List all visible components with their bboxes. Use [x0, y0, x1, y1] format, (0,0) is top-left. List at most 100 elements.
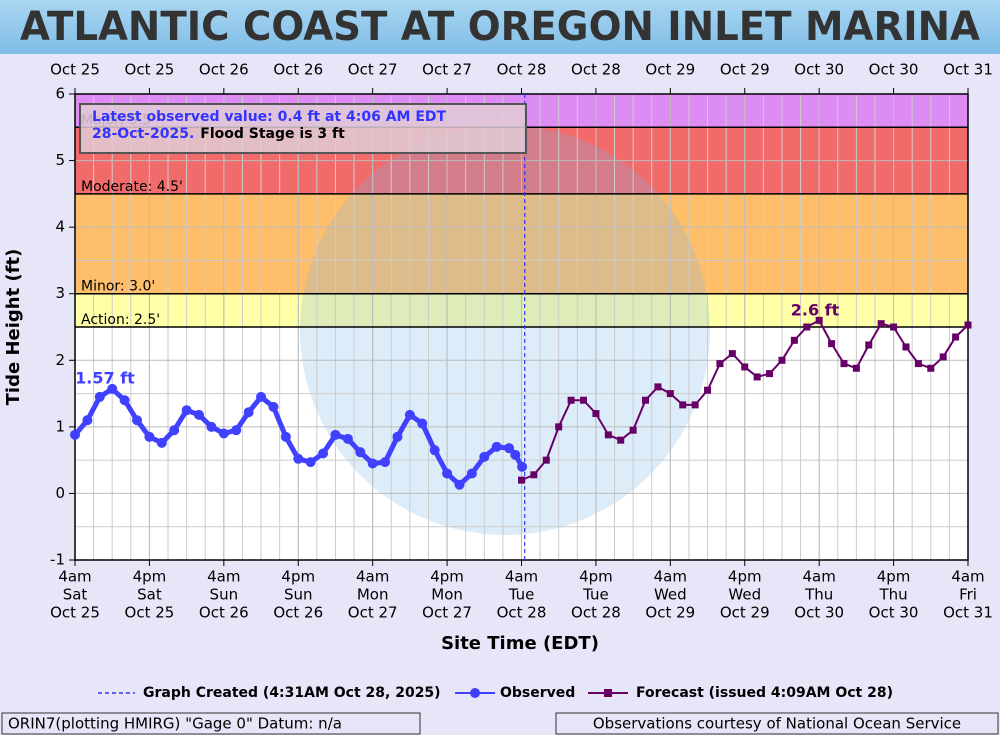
latest-value: Latest observed value: 0.4 ft at 4:06 AM… [92, 109, 447, 125]
footer-left: ORIN7(plotting HMIRG) "Gage 0" Datum: n/… [8, 715, 342, 733]
data-point [404, 409, 415, 420]
data-point [828, 340, 836, 348]
data-point [716, 360, 724, 368]
data-point [604, 431, 612, 439]
data-point [429, 445, 440, 456]
x-tick-label: 4pm [579, 568, 613, 586]
data-point [530, 471, 538, 479]
data-point [877, 320, 885, 328]
data-point [94, 391, 105, 402]
data-point [231, 425, 242, 436]
data-point [654, 383, 662, 391]
x-tick-label: 4am [505, 568, 538, 586]
footer-box [555, 712, 999, 735]
x-tick-date: Oct 25 [125, 604, 175, 622]
data-point [852, 364, 860, 372]
legend-forecast-marker [604, 689, 612, 697]
x-tick-label: 4pm [728, 568, 762, 586]
data-point [417, 418, 428, 429]
x-tick-date: Oct 27 [348, 604, 398, 622]
x-tick-day: Fri [959, 586, 977, 604]
x-tick-date: Oct 30 [794, 604, 844, 622]
data-point [902, 343, 910, 351]
data-point [964, 321, 972, 329]
top-date-label: Oct 31 [943, 61, 993, 79]
data-point [466, 468, 477, 479]
data-point [330, 429, 341, 440]
data-point [342, 433, 353, 444]
data-point [592, 410, 600, 418]
data-point [666, 390, 674, 398]
data-point [380, 457, 391, 468]
top-date-label: Oct 25 [125, 61, 175, 79]
legend-label: Observed [500, 685, 575, 701]
data-point [491, 441, 502, 452]
x-tick-label: 4pm [133, 568, 167, 586]
data-point [510, 449, 521, 460]
data-point [890, 323, 898, 331]
data-point [766, 370, 774, 378]
x-tick-label: 4am [654, 568, 687, 586]
data-point [181, 405, 192, 416]
data-point [927, 364, 935, 372]
x-tick-label: 4am [802, 568, 835, 586]
data-point [617, 436, 625, 444]
x-tick-label: 4am [951, 568, 984, 586]
data-point [206, 421, 217, 432]
annotation: 1.57 ft [75, 369, 135, 388]
footer-box [1, 712, 421, 735]
x-tick-day: Wed [728, 586, 761, 604]
x-tick-label: 4am [356, 568, 389, 586]
data-point [70, 429, 80, 440]
data-point [542, 456, 550, 464]
data-point [504, 443, 515, 454]
legend-observed-marker [470, 688, 480, 698]
y-tick-label: 6 [55, 85, 65, 103]
top-date-label: Oct 29 [645, 61, 695, 79]
x-tick-date: Oct 29 [720, 604, 770, 622]
x-tick-day: Wed [654, 586, 687, 604]
y-tick-label: 1 [55, 417, 65, 435]
x-tick-day: Tue [582, 586, 609, 604]
data-point [580, 396, 588, 404]
data-point [454, 479, 465, 490]
flood-stage-label: Moderate: 4.5' [81, 179, 183, 195]
data-point [280, 431, 291, 442]
data-point [82, 415, 93, 426]
x-tick-day: Sun [210, 586, 239, 604]
x-tick-date: Oct 27 [422, 604, 472, 622]
data-point [392, 431, 403, 442]
data-point [728, 350, 736, 358]
data-point [517, 461, 528, 472]
data-point [790, 336, 798, 344]
data-point [132, 415, 143, 426]
y-tick-label: 0 [55, 484, 65, 502]
latest-box [79, 103, 527, 154]
legend-label: Forecast (issued 4:09AM Oct 28) [636, 685, 893, 701]
y-tick-label: 5 [55, 151, 65, 169]
x-tick-date: Oct 28 [571, 604, 621, 622]
x-tick-label: 4am [207, 568, 240, 586]
x-tick-label: 4pm [877, 568, 911, 586]
data-point [305, 457, 316, 468]
data-point [156, 437, 167, 448]
x-tick-date: Oct 26 [199, 604, 249, 622]
top-date-label: Oct 28 [497, 61, 547, 79]
top-date-label: Oct 28 [571, 61, 621, 79]
x-tick-day: Sat [137, 586, 162, 604]
data-point [778, 356, 786, 364]
data-point [567, 396, 575, 404]
data-point [518, 476, 525, 484]
data-point [741, 363, 749, 371]
data-point [840, 360, 848, 368]
data-point [194, 409, 205, 420]
x-tick-date: Oct 26 [273, 604, 323, 622]
x-axis-label: Site Time (EDT) [441, 633, 599, 654]
data-point [914, 360, 922, 368]
data-point [691, 401, 699, 409]
data-point [268, 401, 279, 412]
top-date-label: Oct 29 [720, 61, 770, 79]
x-tick-day: Sun [284, 586, 313, 604]
top-date-label: Oct 27 [348, 61, 398, 79]
